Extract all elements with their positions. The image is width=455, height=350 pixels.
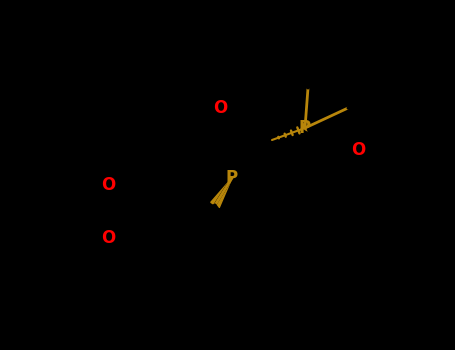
- Text: O: O: [101, 176, 115, 194]
- Text: O: O: [213, 99, 227, 117]
- Text: P: P: [299, 119, 311, 137]
- Text: P: P: [226, 169, 238, 187]
- Text: O: O: [101, 229, 115, 247]
- Polygon shape: [211, 178, 232, 208]
- Text: O: O: [351, 141, 365, 159]
